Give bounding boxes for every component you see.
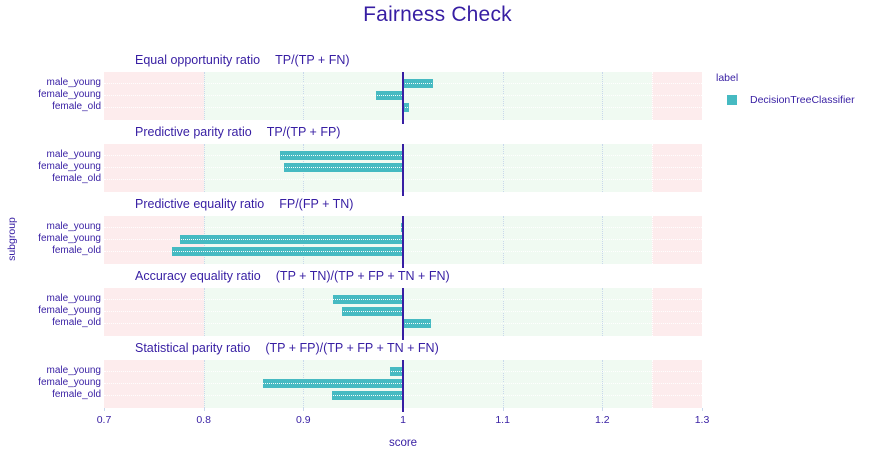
baseline-line [402, 72, 404, 124]
unfair-zone-left [104, 72, 204, 120]
gridline [203, 144, 205, 192]
x-tick-mark [203, 408, 205, 411]
category-label: female_old [52, 389, 101, 400]
baseline-line [402, 144, 404, 196]
fair-boundary-line [652, 144, 654, 192]
category-label: female_old [52, 317, 101, 328]
category-label: female_young [38, 305, 101, 316]
legend: label DecisionTreeClassifier [716, 72, 855, 106]
category-label: female_young [38, 377, 101, 388]
metric-name: Accuracy equality ratio [135, 269, 261, 283]
x-tick-label: 0.7 [96, 414, 112, 426]
plot-area [104, 72, 702, 124]
unfair-zone-right [652, 72, 702, 120]
gridline [502, 144, 504, 192]
legend-item-label: DecisionTreeClassifier [750, 94, 855, 106]
unfair-zone-right [652, 360, 702, 408]
category-label: female_old [52, 101, 101, 112]
unfair-zone-right [652, 288, 702, 336]
gridline [602, 288, 604, 336]
x-axis: 0.7 0.8 0.9 1 1.1 1.2 1.3 [97, 408, 709, 438]
x-tick-label: 0.8 [196, 414, 211, 426]
x-tick-mark [602, 408, 604, 411]
x-tick-label: 1 [400, 414, 406, 426]
unfair-zone-right [652, 216, 702, 264]
gridline [502, 360, 504, 408]
plot-area [104, 144, 702, 196]
gridline [602, 72, 604, 120]
x-tick-mark [303, 408, 305, 411]
legend-title: label [716, 72, 739, 84]
gridline [203, 288, 205, 336]
category-label: female_old [52, 245, 101, 256]
panel-title: Statistical parity ratio (TP + FP)/(TP + … [135, 341, 439, 355]
gridline [502, 216, 504, 264]
category-label: male_young [46, 365, 101, 376]
fair-boundary-line [652, 72, 654, 120]
metric-formula: TP/(TP + FP) [266, 125, 341, 139]
unfair-zone-left [104, 288, 204, 336]
category-label: male_young [46, 293, 101, 304]
category-label: male_young [46, 77, 101, 88]
legend-items: DecisionTreeClassifier [716, 94, 855, 106]
panel-title: Accuracy equality ratio (TP + TN)/(TP + F… [135, 269, 450, 283]
gridline [502, 288, 504, 336]
metric-name: Equal opportunity ratio [135, 53, 261, 67]
gridline [602, 144, 604, 192]
baseline-line [402, 288, 404, 340]
metric-formula: (TP + FP)/(TP + FP + TN + FN) [265, 341, 439, 355]
unfair-zone-left [104, 360, 204, 408]
metric-formula: TP/(TP + FN) [275, 53, 350, 67]
gridline [602, 216, 604, 264]
x-tick-label: 1.3 [694, 414, 710, 426]
category-label: female_young [38, 89, 101, 100]
fair-boundary-line [652, 288, 654, 336]
category-label: female_old [52, 173, 101, 184]
panel-title: Predictive equality ratio FP/(FP + TN) [135, 197, 353, 211]
category-label: female_young [38, 161, 101, 172]
category-label: female_young [38, 233, 101, 244]
category-label: male_young [46, 221, 101, 232]
baseline-line [402, 360, 404, 412]
fair-boundary-line [652, 360, 654, 408]
plot-area [104, 216, 702, 268]
gridline [502, 72, 504, 120]
gridline [602, 360, 604, 408]
baseline-line [402, 216, 404, 268]
x-tick-label: 0.9 [296, 414, 311, 426]
chart-title: Fairness Check [363, 3, 512, 26]
plot-area [104, 288, 702, 340]
metric-name: Predictive parity ratio [135, 125, 252, 139]
legend-swatch-icon [727, 95, 737, 105]
gridline [203, 72, 205, 120]
gridline [303, 72, 305, 120]
unfair-zone-right [652, 144, 702, 192]
metric-name: Predictive equality ratio [135, 197, 265, 211]
category-label: male_young [46, 149, 101, 160]
fair-boundary-line [652, 216, 654, 264]
legend-item[interactable]: DecisionTreeClassifier [727, 94, 855, 106]
plot-area [104, 360, 702, 412]
panel-title: Equal opportunity ratio TP/(TP + FN) [135, 53, 350, 67]
metric-name: Statistical parity ratio [135, 341, 251, 355]
metric-formula: (TP + TN)/(TP + FP + TN + FN) [275, 269, 450, 283]
x-tick-mark [104, 408, 105, 411]
gridline [203, 360, 205, 408]
x-tick-mark [502, 408, 504, 411]
gridline [303, 288, 305, 336]
x-tick-label: 1.1 [495, 414, 510, 426]
panel-title: Predictive parity ratio TP/(TP + FP) [135, 125, 340, 139]
x-axis-title: score [388, 437, 418, 449]
unfair-zone-left [104, 144, 204, 192]
x-tick-mark [702, 408, 703, 411]
x-tick-label: 1.2 [595, 414, 610, 426]
metric-formula: FP/(FP + TN) [279, 197, 354, 211]
